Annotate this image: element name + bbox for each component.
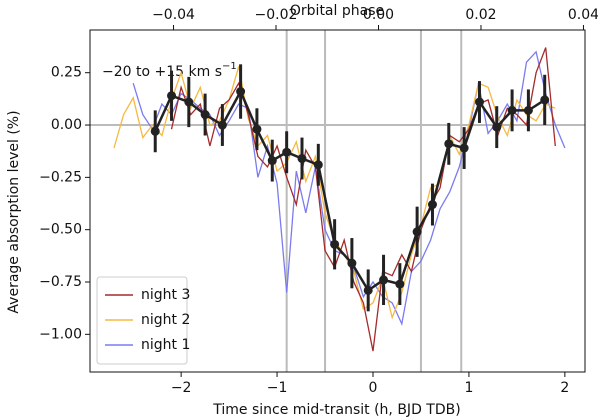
legend-label: night 2	[141, 312, 190, 328]
binned-point	[363, 285, 373, 295]
binned-point	[200, 110, 210, 120]
binned-point	[313, 160, 323, 170]
binned-point	[474, 97, 484, 107]
binned-point	[282, 147, 292, 157]
binned-point	[297, 154, 307, 164]
binned-point	[427, 200, 437, 210]
x-tick-label: 2	[560, 380, 569, 396]
annotation-superscript: −1	[222, 61, 237, 72]
binned-point	[523, 105, 533, 115]
annotation-text: −20 to +15 km s	[102, 64, 222, 80]
y-tick-label: −1.00	[39, 326, 82, 342]
binned-point	[236, 87, 246, 97]
binned-point	[379, 275, 389, 285]
binned-point	[167, 91, 177, 101]
legend-label: night 3	[141, 287, 190, 303]
x2-tick-label: 0.02	[465, 7, 496, 23]
binned-point	[347, 258, 357, 268]
y-tick-label: 0.00	[51, 117, 82, 133]
binned-point	[252, 124, 262, 134]
plot-frame	[89, 29, 586, 373]
binned-point	[150, 126, 160, 136]
y-tick-label: 0.25	[51, 65, 82, 81]
binned-point	[267, 156, 277, 166]
y-tick-label: −0.75	[39, 274, 82, 290]
x2-axis-label: Orbital phase	[290, 3, 384, 19]
x2-tick-label: 0.00	[363, 7, 394, 23]
binned-point	[444, 139, 454, 149]
x2-tick-label: −0.02	[255, 7, 298, 23]
binned-point	[459, 143, 469, 153]
binned-point	[507, 105, 517, 115]
x-tick-label: −1	[267, 380, 288, 396]
legend-label: night 1	[141, 337, 190, 353]
legend-box	[96, 276, 188, 365]
annotation: −20 to +15 km s−1	[102, 61, 237, 80]
binned-point	[330, 239, 340, 249]
y-axis-label: Average absorption level (%)	[6, 110, 22, 313]
binned-point	[217, 120, 227, 130]
x-tick-label: 0	[369, 380, 378, 396]
x2-tick-label: 0.04	[568, 7, 598, 23]
binned-point	[395, 279, 405, 289]
binned-point	[492, 122, 502, 132]
y-tick-label: −0.25	[39, 169, 82, 185]
night-line	[170, 47, 556, 352]
x-tick-label: 1	[464, 380, 473, 396]
x-axis-label: Time since mid-transit (h, BJD TDB)	[212, 402, 460, 418]
binned-point	[540, 95, 550, 105]
x2-tick-label: −0.04	[152, 7, 195, 23]
binned-point	[184, 97, 194, 107]
y-tick-label: −0.50	[39, 222, 82, 238]
x-tick-label: −2	[171, 380, 192, 396]
binned-point	[412, 227, 422, 237]
